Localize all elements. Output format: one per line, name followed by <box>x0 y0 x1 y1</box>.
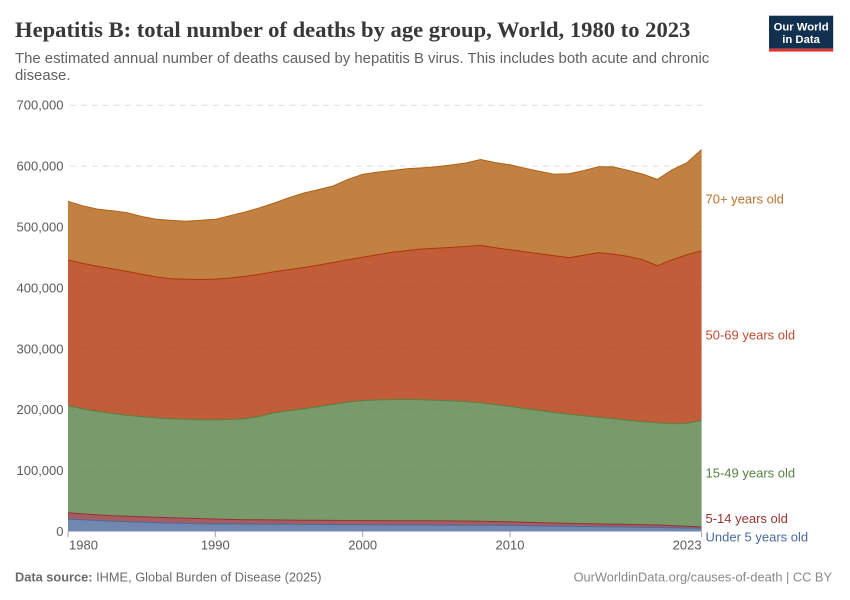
svg-text:Hepatitis B: total number of d: Hepatitis B: total number of deaths by a… <box>15 17 690 42</box>
svg-text:disease.: disease. <box>15 68 70 84</box>
svg-text:15-49 years old: 15-49 years old <box>706 466 796 481</box>
svg-text:in Data: in Data <box>782 34 820 46</box>
svg-text:100,000: 100,000 <box>17 463 64 478</box>
svg-text:2000: 2000 <box>348 538 377 553</box>
svg-text:2010: 2010 <box>496 538 525 553</box>
svg-text:1980: 1980 <box>69 538 98 553</box>
svg-text:0: 0 <box>56 524 63 539</box>
svg-text:200,000: 200,000 <box>17 402 64 417</box>
svg-text:OurWorldinData.org/causes-of-d: OurWorldinData.org/causes-of-death | CC … <box>574 570 833 585</box>
svg-text:600,000: 600,000 <box>17 159 64 174</box>
svg-text:1990: 1990 <box>201 538 230 553</box>
svg-text:The estimated annual number of: The estimated annual number of deaths ca… <box>15 51 710 67</box>
svg-text:50-69 years old: 50-69 years old <box>706 328 796 343</box>
svg-text:400,000: 400,000 <box>17 280 64 295</box>
svg-text:Under 5 years old: Under 5 years old <box>706 530 809 545</box>
svg-text:70+ years old: 70+ years old <box>706 192 784 207</box>
svg-text:300,000: 300,000 <box>17 341 64 356</box>
svg-text:Our World: Our World <box>774 21 829 33</box>
svg-text:Data source: IHME, Global Burd: Data source: IHME, Global Burden of Dise… <box>15 570 322 585</box>
svg-text:5-14 years old: 5-14 years old <box>706 511 788 526</box>
svg-text:700,000: 700,000 <box>17 98 64 113</box>
svg-text:500,000: 500,000 <box>17 220 64 235</box>
svg-text:2023: 2023 <box>673 538 702 553</box>
